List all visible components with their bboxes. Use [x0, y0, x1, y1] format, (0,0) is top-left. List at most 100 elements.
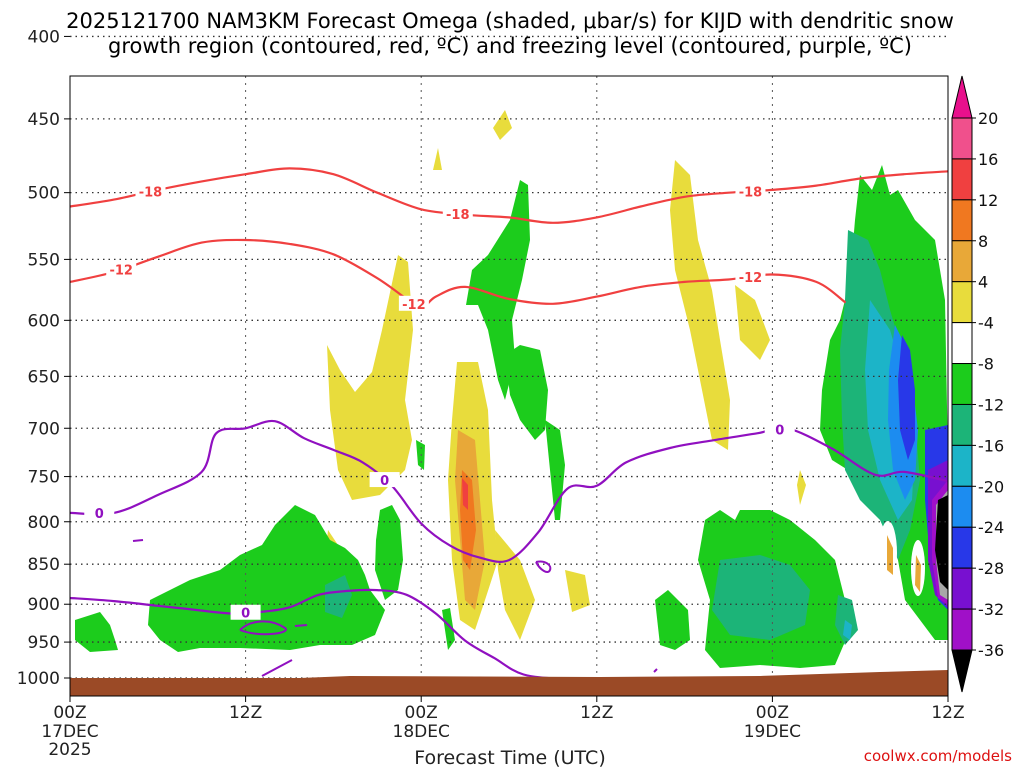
plot-frame: [69, 75, 949, 697]
x-tick-label-time: 12Z: [580, 703, 613, 723]
surface-fill: [70, 670, 948, 696]
omega-region: [466, 180, 530, 400]
y-tick-label: 450: [28, 110, 60, 130]
colorbar-segment: [951, 117, 973, 160]
colorbar-tick-label: -20: [978, 477, 1004, 496]
colorbar-bottom-cap: [951, 649, 973, 693]
contour-fragment: [261, 659, 293, 677]
colorbar-segment: [951, 403, 973, 446]
omega-region: [325, 575, 352, 618]
contour-label: -12: [109, 264, 133, 279]
omega-region: [75, 612, 118, 652]
colorbar-segment: [951, 158, 973, 201]
contour-fragment: [653, 668, 658, 673]
contour-label-bg: [369, 472, 400, 488]
x-tick-label-date: 18DEC: [393, 722, 450, 742]
y-tick-label: 600: [28, 311, 60, 331]
contour-label-bg: [106, 261, 137, 277]
omega-region: [735, 285, 770, 360]
contour-label-bg: [764, 421, 795, 437]
colorbar-tick-label: -4: [978, 314, 994, 333]
x-tick-label-year: 2025: [48, 740, 91, 760]
omega-region: [670, 160, 730, 450]
contour-label: -18: [446, 208, 470, 223]
contour-label: 0: [380, 474, 389, 489]
omega-region: [148, 505, 385, 652]
colorbar-tick-label: -32: [978, 600, 1004, 619]
contour-label: -18: [739, 185, 763, 200]
colorbar-tick-label: -28: [978, 559, 1004, 578]
colorbar-segment: [951, 281, 973, 324]
contour-fragment: [239, 620, 287, 636]
omega-region: [797, 470, 806, 505]
y-tick-label: 650: [28, 367, 60, 387]
contour-line-minus12C: [69, 238, 847, 310]
contour-line-minus18C: [69, 167, 949, 224]
x-tick-label-time: 12Z: [229, 703, 262, 723]
y-tick-label: 850: [28, 555, 60, 575]
colorbar-tick-label: 16: [978, 150, 998, 169]
colorbar-segment: [951, 444, 973, 487]
x-tick-label-date: 19DEC: [744, 722, 801, 742]
y-tick-label: 700: [28, 419, 60, 439]
colorbar-segment: [951, 199, 973, 242]
contour-label-bg: [735, 268, 766, 284]
contour-label-bg: [735, 183, 766, 199]
omega-region: [416, 440, 425, 470]
omega-region: [442, 608, 455, 650]
contour-label: -18: [139, 185, 163, 200]
omega-region: [495, 530, 535, 640]
colorbar-segment: [951, 526, 973, 569]
grid-lines: [70, 35, 948, 696]
contour-fragment: [535, 560, 552, 573]
omega-region: [375, 505, 403, 600]
omega-region: [835, 595, 858, 645]
contour-label-bg: [230, 604, 261, 620]
colorbar-tick-label: 20: [978, 109, 998, 128]
colorbar: 20 16 12 8 4 -4 -8 -12 -16 -20 -24 -28 -32 -36: [951, 75, 1004, 693]
colorbar-top-cap: [951, 75, 973, 119]
omega-region: [565, 570, 590, 612]
colorbar-tick-label: 4: [978, 273, 988, 292]
omega-region: [655, 590, 690, 650]
credit-text: coolwx.com/models: [864, 747, 1012, 765]
omega-region: [887, 535, 893, 575]
y-tick-label: 750: [28, 468, 60, 488]
colorbar-segment: [951, 240, 973, 283]
omega-region: [712, 555, 810, 640]
y-axis: 2503003504004505005506006507007508008509…: [17, 27, 70, 689]
y-tick-label: 1000: [17, 669, 60, 689]
colorbar-tick-label: 8: [978, 232, 988, 251]
x-tick-label-time: 00Z: [405, 703, 438, 723]
colorbar-segment: [951, 322, 973, 365]
omega-region: [843, 620, 852, 640]
x-axis-label: Forecast Time (UTC): [414, 747, 605, 768]
colorbar-segment: [951, 363, 973, 405]
omega-region: [545, 420, 565, 520]
colorbar-tick-label: -12: [978, 395, 1004, 414]
omega-region-core: [935, 495, 948, 590]
contour-line-freezing0C: [69, 419, 949, 563]
chart-title-line1: 2025121700 NAM3KM Forecast Omega (shaded…: [66, 9, 954, 33]
contour-label: 0: [775, 424, 784, 439]
contour-label: -12: [402, 298, 426, 313]
contour-label-bg: [135, 183, 166, 199]
omega-shading: [75, 110, 948, 668]
omega-region: [433, 148, 442, 170]
contour-fragment: [294, 624, 308, 627]
contour-label-bg: [442, 205, 473, 221]
temperature-contours: -18 -18 -18 -12 -12 -12 0 0 0 0: [69, 167, 949, 682]
omega-region: [462, 478, 468, 510]
colorbar-segment: [951, 485, 973, 528]
y-tick-label: 400: [28, 27, 60, 47]
colorbar-segment: [951, 608, 973, 651]
x-tick-label-time: 12Z: [931, 703, 964, 723]
y-tick-label: 950: [28, 633, 60, 653]
contour-label-bg: [398, 295, 429, 311]
contour-label-bg: [84, 504, 115, 520]
omega-region: [505, 345, 548, 440]
surface-terrain: [70, 670, 948, 696]
colorbar-tick-label: 12: [978, 191, 998, 210]
